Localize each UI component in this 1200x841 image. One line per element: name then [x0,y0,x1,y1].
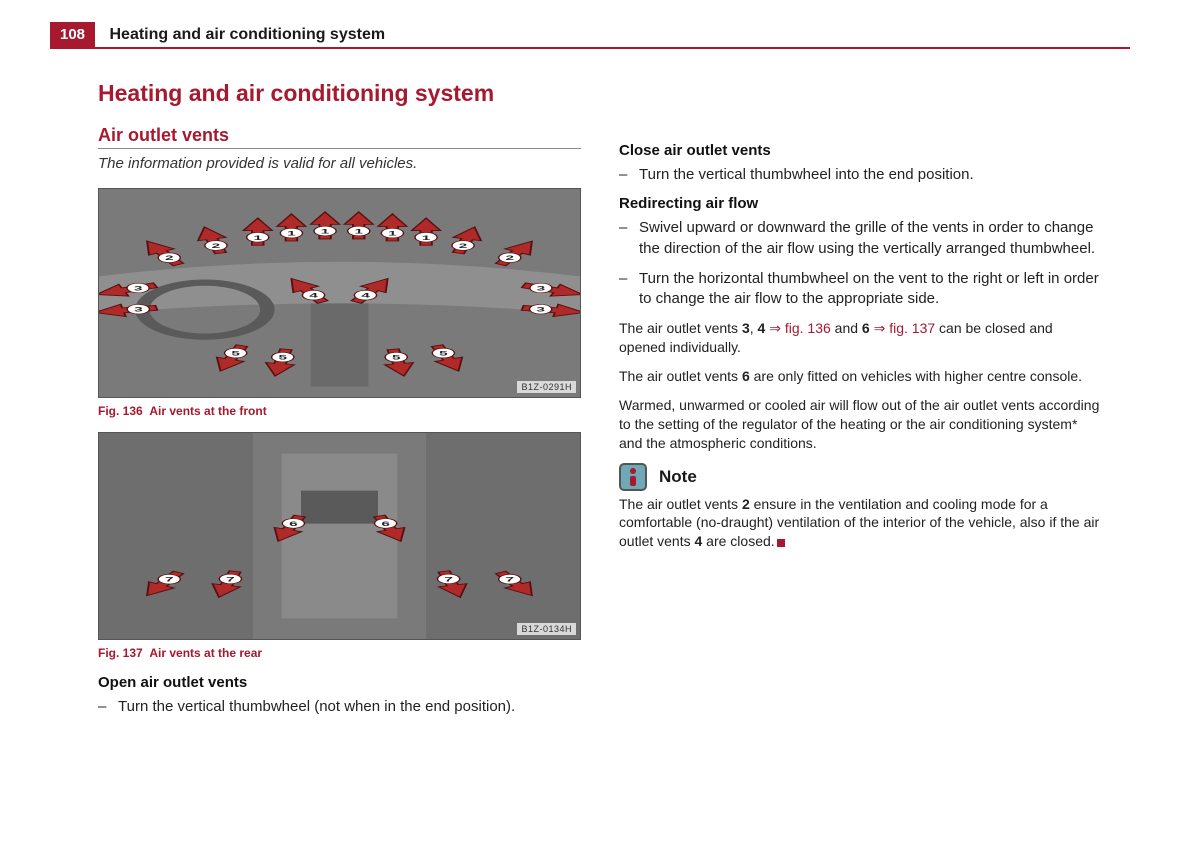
right-column: Close air outlet vents – Turn the vertic… [619,80,1102,727]
close-vents-item: – Turn the vertical thumbwheel into the … [619,165,1102,185]
figure-137-svg: 6 6 7 7 7 7 [99,433,580,639]
section-subtitle: The information provided is valid for al… [98,155,581,172]
svg-text:1: 1 [354,227,363,235]
svg-text:5: 5 [392,353,401,361]
redirect-item-2: – Turn the horizontal thumbwheel on the … [619,269,1102,310]
running-head-text: Heating and air conditioning system [109,26,385,47]
svg-text:6: 6 [289,520,298,528]
svg-text:1: 1 [388,229,397,237]
svg-text:2: 2 [505,254,514,262]
paragraph-vents-6: The air outlet vents 6 are only fitted o… [619,367,1102,386]
svg-text:4: 4 [309,291,318,299]
svg-text:2: 2 [459,242,468,250]
close-vents-heading: Close air outlet vents [619,142,1102,159]
svg-text:5: 5 [279,353,288,361]
svg-text:2: 2 [165,254,174,262]
open-vents-item: – Turn the vertical thumbwheel (not when… [98,697,581,717]
svg-text:6: 6 [381,520,390,528]
figure-136: 2 2 1 1 1 1 1 1 2 2 3 3 3 3 4 4 5 5 5 5 B1Z-0291H [98,188,581,398]
note-body: The air outlet vents 2 ensure in the ven… [619,495,1102,552]
svg-text:1: 1 [253,234,262,242]
paragraph-vents-34-6: The air outlet vents 3, 4 ⇒ fig. 136 and… [619,319,1102,357]
svg-text:7: 7 [444,575,453,583]
figure-136-svg: 2 2 1 1 1 1 1 1 2 2 3 3 3 3 4 4 5 5 5 5 [99,189,580,397]
section-title: Air outlet vents [98,125,581,149]
header-rule [50,47,1130,49]
svg-text:3: 3 [537,284,546,292]
end-square-icon [777,539,785,547]
svg-text:4: 4 [361,291,370,299]
redirect-item-1: – Swivel upward or downward the grille o… [619,218,1102,259]
running-header: 108 Heating and air conditioning system [50,22,1130,49]
page-number: 108 [50,22,95,47]
svg-text:1: 1 [321,227,330,235]
redirect-heading: Redirecting air flow [619,195,1102,212]
page-title: Heating and air conditioning system [98,80,581,107]
svg-text:3: 3 [536,306,545,314]
svg-text:2: 2 [212,242,221,250]
svg-text:3: 3 [134,284,143,292]
svg-text:5: 5 [439,349,448,357]
figure-137: 6 6 7 7 7 7 B1Z-0134H [98,432,581,640]
svg-text:3: 3 [134,306,143,314]
note-title: Note [659,467,697,487]
svg-text:7: 7 [226,575,235,583]
svg-text:5: 5 [231,349,240,357]
left-column: Heating and air conditioning system Air … [98,80,581,727]
paragraph-airflow: Warmed, unwarmed or cooled air will flow… [619,396,1102,453]
svg-text:7: 7 [505,576,514,584]
info-icon [619,463,647,491]
figure-137-caption: Fig. 137 Air vents at the rear [98,646,581,660]
svg-text:7: 7 [165,576,174,584]
svg-text:1: 1 [422,234,431,242]
note-header: Note [619,463,1102,491]
svg-text:1: 1 [287,229,296,237]
open-vents-heading: Open air outlet vents [98,674,581,691]
figure-136-caption: Fig. 136 Air vents at the front [98,404,581,418]
figure-136-tag: B1Z-0291H [517,381,576,393]
figure-137-tag: B1Z-0134H [517,623,576,635]
